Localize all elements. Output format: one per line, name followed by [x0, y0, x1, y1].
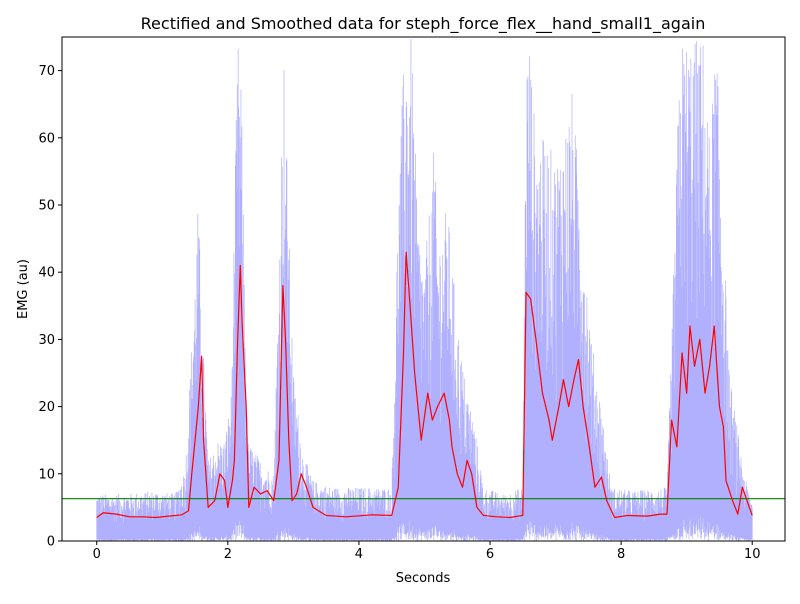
x-tick-label: 10: [744, 547, 761, 562]
y-tick-label: 70: [38, 64, 55, 79]
y-axis-label: EMG (au): [16, 259, 31, 319]
y-tick-label: 60: [38, 131, 55, 146]
y-tick-label: 50: [38, 199, 55, 214]
x-axis-label: Seconds: [396, 571, 451, 586]
y-tick-label: 40: [38, 266, 55, 281]
x-tick-label: 0: [93, 547, 101, 562]
x-tick-label: 4: [355, 547, 363, 562]
y-tick-label: 30: [38, 333, 55, 348]
y-tick-label: 20: [38, 400, 55, 415]
plot-frame: [61, 36, 786, 542]
x-tick-label: 6: [486, 547, 494, 562]
y-tick-label: 0: [47, 535, 55, 550]
x-tick-label: 8: [617, 547, 625, 562]
y-tick-label: 10: [38, 467, 55, 482]
smoothed-emg-series: [96, 251, 753, 519]
x-tick-label: 2: [224, 547, 232, 562]
chart-title: Rectified and Smoothed data for steph_fo…: [141, 14, 706, 34]
